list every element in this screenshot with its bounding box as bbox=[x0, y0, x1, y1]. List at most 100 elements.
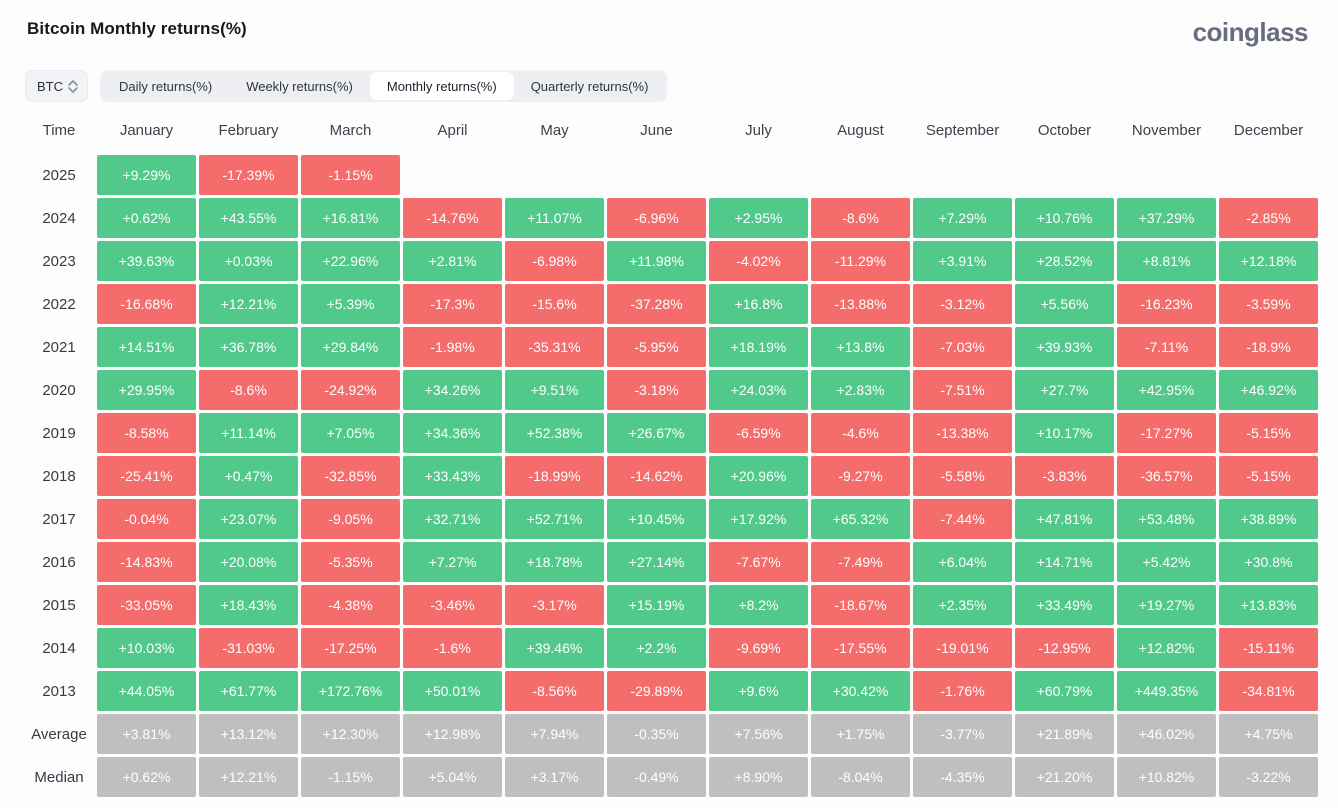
tab-daily-returns[interactable]: Daily returns(%) bbox=[102, 72, 229, 100]
return-cell: +39.93% bbox=[1015, 327, 1114, 367]
return-cell: -17.25% bbox=[301, 628, 400, 668]
return-cell: +0.62% bbox=[97, 757, 196, 797]
return-cell: -7.67% bbox=[709, 542, 808, 582]
return-cell: +3.91% bbox=[913, 241, 1012, 281]
return-cell: +28.52% bbox=[1015, 241, 1114, 281]
return-cell: +10.82% bbox=[1117, 757, 1216, 797]
return-cell: +16.81% bbox=[301, 198, 400, 238]
return-cell: -9.05% bbox=[301, 499, 400, 539]
return-cell: +9.29% bbox=[97, 155, 196, 195]
return-cell: -29.89% bbox=[607, 671, 706, 711]
return-cell: +53.48% bbox=[1117, 499, 1216, 539]
return-cell: -35.31% bbox=[505, 327, 604, 367]
return-cell: +13.8% bbox=[811, 327, 910, 367]
return-cell: +43.55% bbox=[199, 198, 298, 238]
column-header-december: December bbox=[1233, 121, 1304, 139]
return-cell: +6.04% bbox=[913, 542, 1012, 582]
return-cell: +27.7% bbox=[1015, 370, 1114, 410]
return-cell: -4.35% bbox=[913, 757, 1012, 797]
return-cell: -6.98% bbox=[505, 241, 604, 281]
return-cell: -5.15% bbox=[1219, 456, 1318, 496]
return-cell bbox=[1015, 155, 1114, 195]
return-cell: -14.83% bbox=[97, 542, 196, 582]
tab-weekly-returns[interactable]: Weekly returns(%) bbox=[229, 72, 370, 100]
return-cell: -6.96% bbox=[607, 198, 706, 238]
coin-select[interactable]: BTC bbox=[25, 70, 88, 102]
return-cell: +18.78% bbox=[505, 542, 604, 582]
return-cell: -5.95% bbox=[607, 327, 706, 367]
return-cell: -6.59% bbox=[709, 413, 808, 453]
return-cell: +8.90% bbox=[709, 757, 808, 797]
row-label-median: Median bbox=[34, 768, 84, 786]
return-cell: -3.12% bbox=[913, 284, 1012, 324]
return-cell: -7.49% bbox=[811, 542, 910, 582]
return-cell: -2.85% bbox=[1219, 198, 1318, 238]
return-cell: -8.04% bbox=[811, 757, 910, 797]
return-cell: +36.78% bbox=[199, 327, 298, 367]
return-cell: +24.03% bbox=[709, 370, 808, 410]
tab-quarterly-returns[interactable]: Quarterly returns(%) bbox=[514, 72, 666, 100]
return-cell: +12.82% bbox=[1117, 628, 1216, 668]
return-cell: +5.04% bbox=[403, 757, 502, 797]
tab-monthly-returns[interactable]: Monthly returns(%) bbox=[369, 72, 514, 100]
return-cell: +21.89% bbox=[1015, 714, 1114, 754]
return-cell: +2.2% bbox=[607, 628, 706, 668]
return-cell: +37.29% bbox=[1117, 198, 1216, 238]
row-label-2020: 2020 bbox=[42, 381, 76, 399]
return-cell: +12.21% bbox=[199, 284, 298, 324]
return-cell: +12.30% bbox=[301, 714, 400, 754]
return-cell: +33.43% bbox=[403, 456, 502, 496]
return-cell: -5.15% bbox=[1219, 413, 1318, 453]
return-cell: +34.36% bbox=[403, 413, 502, 453]
return-cell: +10.17% bbox=[1015, 413, 1114, 453]
unfold-chevrons-icon bbox=[68, 79, 78, 93]
return-cell: -18.9% bbox=[1219, 327, 1318, 367]
return-cell: +12.18% bbox=[1219, 241, 1318, 281]
row-label-2023: 2023 bbox=[42, 252, 76, 270]
column-header-october: October bbox=[1037, 121, 1092, 139]
return-cell: +47.81% bbox=[1015, 499, 1114, 539]
return-cell: +18.19% bbox=[709, 327, 808, 367]
controls-bar: BTC Daily returns(%) Weekly returns(%) Mon… bbox=[25, 70, 1338, 102]
return-cell: +5.56% bbox=[1015, 284, 1114, 324]
return-cell: -19.01% bbox=[913, 628, 1012, 668]
return-cell: -4.02% bbox=[709, 241, 808, 281]
return-cell: -18.99% bbox=[505, 456, 604, 496]
return-cell: +12.21% bbox=[199, 757, 298, 797]
return-cell: -12.95% bbox=[1015, 628, 1114, 668]
return-cell: +4.75% bbox=[1219, 714, 1318, 754]
return-cell: -13.88% bbox=[811, 284, 910, 324]
return-cell: -3.59% bbox=[1219, 284, 1318, 324]
return-cell: -33.05% bbox=[97, 585, 196, 625]
return-cell: +46.02% bbox=[1117, 714, 1216, 754]
return-cell: +449.35% bbox=[1117, 671, 1216, 711]
return-cell: +52.38% bbox=[505, 413, 604, 453]
return-cell: -18.67% bbox=[811, 585, 910, 625]
return-cell: +10.45% bbox=[607, 499, 706, 539]
return-cell: -8.58% bbox=[97, 413, 196, 453]
return-cell: +7.27% bbox=[403, 542, 502, 582]
row-label-2015: 2015 bbox=[42, 596, 76, 614]
row-label-2019: 2019 bbox=[42, 424, 76, 442]
return-cell: +8.2% bbox=[709, 585, 808, 625]
return-cell: +9.6% bbox=[709, 671, 808, 711]
page-header: Bitcoin Monthly returns(%) coinglass bbox=[0, 0, 1338, 45]
return-cell: -14.76% bbox=[403, 198, 502, 238]
return-cell: +5.39% bbox=[301, 284, 400, 324]
return-cell: +30.8% bbox=[1219, 542, 1318, 582]
row-label-2014: 2014 bbox=[42, 639, 76, 657]
row-label-2021: 2021 bbox=[42, 338, 76, 356]
return-cell: -15.6% bbox=[505, 284, 604, 324]
return-cell: -1.76% bbox=[913, 671, 1012, 711]
return-cell: +10.03% bbox=[97, 628, 196, 668]
return-cell: +23.07% bbox=[199, 499, 298, 539]
return-cell: +12.98% bbox=[403, 714, 502, 754]
column-header-september: September bbox=[925, 121, 1000, 139]
return-cell: +61.77% bbox=[199, 671, 298, 711]
return-cell: +7.56% bbox=[709, 714, 808, 754]
return-cell: -8.6% bbox=[811, 198, 910, 238]
return-cell: +3.81% bbox=[97, 714, 196, 754]
return-cell: +0.03% bbox=[199, 241, 298, 281]
coinglass-logo[interactable]: coinglass bbox=[1192, 17, 1309, 47]
return-cell: +52.71% bbox=[505, 499, 604, 539]
